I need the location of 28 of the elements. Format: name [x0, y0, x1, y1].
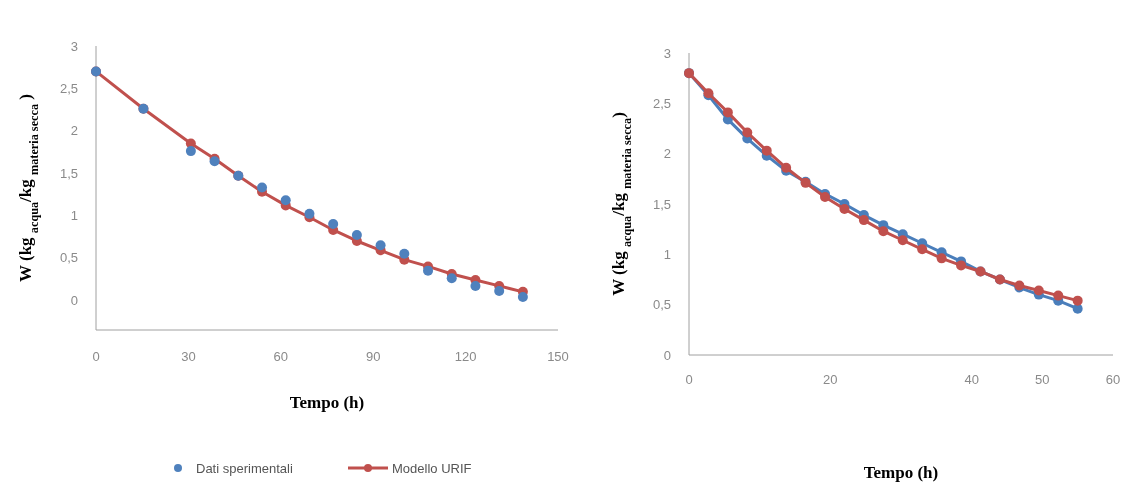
- y-tick-label: 0,5: [59, 250, 78, 266]
- x-tick-label: 150: [547, 348, 569, 364]
- y-tick-label: 0: [70, 292, 78, 308]
- x-tick-label: 30: [181, 348, 196, 364]
- x-axis-title: Tempo (h): [863, 463, 939, 482]
- x-tick-label: 60: [1105, 371, 1121, 387]
- legend-label: Modello URIF: [392, 460, 472, 476]
- y-tick-label: 3: [70, 38, 78, 54]
- x-tick-label: 60: [273, 348, 289, 364]
- x-tick-label: 120: [454, 348, 477, 364]
- y-tick-label: 1: [70, 208, 78, 224]
- legend-label: Dati sperimentali: [196, 460, 293, 476]
- x-tick-label: 50: [1035, 371, 1050, 387]
- y-tick-label: 2: [70, 123, 78, 139]
- x-tick-label: 0: [92, 348, 100, 364]
- x-axis-title: Tempo (h): [289, 393, 365, 412]
- x-tick-label: 20: [823, 371, 838, 387]
- y-tick-label: 1,5: [652, 196, 671, 212]
- y-tick-label: 1,5: [59, 165, 78, 181]
- x-tick-label: 90: [365, 348, 381, 364]
- y-tick-label: 0,5: [652, 297, 671, 313]
- y-tick-label: 1: [663, 246, 671, 262]
- y-tick-label: 2,5: [59, 80, 78, 96]
- y-tick-label: 3: [663, 45, 671, 61]
- x-tick-label: 40: [964, 371, 979, 387]
- y-tick-label: 2: [663, 146, 671, 162]
- y-tick-label: 2,5: [652, 95, 671, 111]
- x-tick-label: 0: [685, 371, 693, 387]
